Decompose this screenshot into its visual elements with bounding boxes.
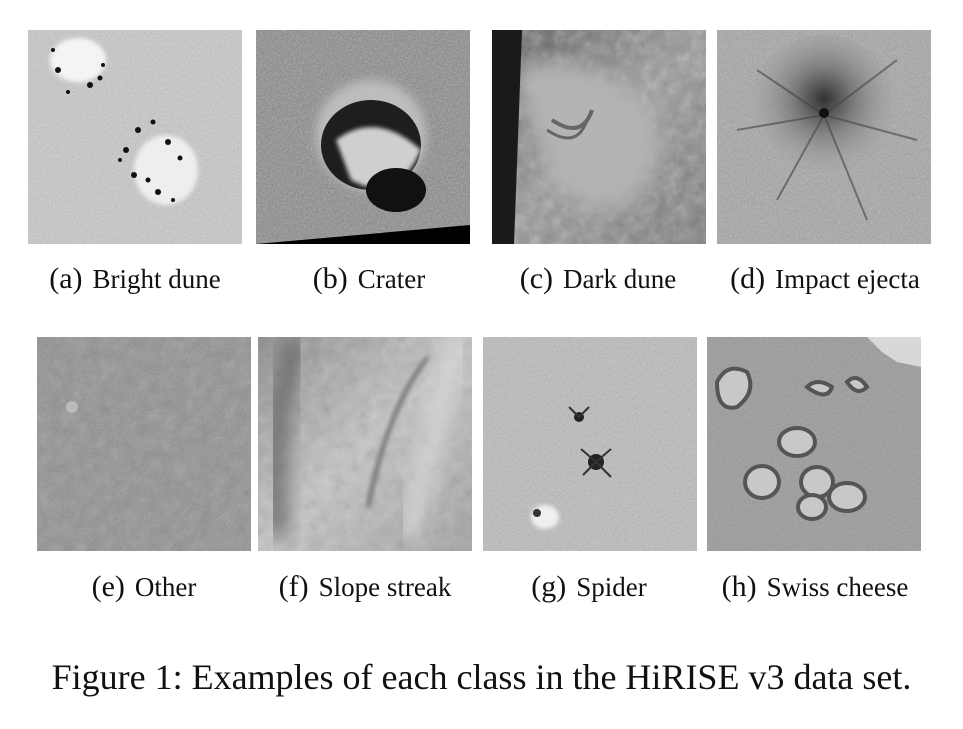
subfigure-label: (h) <box>721 570 757 603</box>
subfigure-caption-e: (e) Other <box>29 570 259 604</box>
subfigure-caption-d: (d) Impact ejecta <box>710 262 940 296</box>
subfigure-label: (e) <box>91 570 125 603</box>
subfigure-label: (c) <box>519 262 554 295</box>
panel-image-slope-streak <box>258 337 472 551</box>
subfigure-label: (b) <box>312 262 348 295</box>
subfigure-caption-h: (h) Swiss cheese <box>700 570 930 604</box>
subfigure-caption-g: (g) Spider <box>474 570 704 604</box>
panel-image-dark-dune <box>492 30 706 244</box>
panel-image-bright-dune <box>28 30 242 244</box>
panel-image-crater <box>256 30 470 244</box>
subfigure-label: (g) <box>531 570 567 603</box>
subfigure-label: (f) <box>278 570 309 603</box>
subfigure-name: Swiss cheese <box>766 572 909 602</box>
figure-caption: Figure 1: Examples of each class in the … <box>51 657 912 697</box>
panel-image-spider <box>483 337 697 551</box>
subfigure-label: (d) <box>730 262 766 295</box>
panel-image-swiss-cheese <box>707 337 921 551</box>
panel-image-impact-ejecta <box>717 30 931 244</box>
subfigure-name: Crater <box>357 264 426 294</box>
subfigure-caption-a: (a) Bright dune <box>20 262 250 296</box>
subfigure-name: Spider <box>576 572 647 602</box>
subfigure-name: Other <box>134 572 197 602</box>
subfigure-name: Dark dune <box>563 264 677 294</box>
subfigure-name: Impact ejecta <box>775 264 920 294</box>
subfigure-name: Slope streak <box>318 572 452 602</box>
subfigure-caption-c: (c) Dark dune <box>483 262 713 296</box>
subfigure-caption-b: (b) Crater <box>254 262 484 296</box>
subfigure-caption-f: (f) Slope streak <box>250 570 480 604</box>
subfigure-name: Bright dune <box>92 264 221 294</box>
panel-image-other <box>37 337 251 551</box>
subfigure-label: (a) <box>49 262 83 295</box>
